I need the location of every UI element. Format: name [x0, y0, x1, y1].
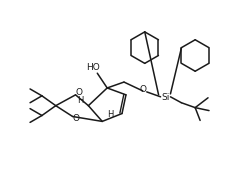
Text: H: H [107, 110, 113, 119]
Text: H: H [77, 96, 84, 105]
Text: HO: HO [86, 63, 100, 72]
Text: O: O [139, 86, 146, 94]
Text: O: O [72, 114, 79, 123]
Text: O: O [75, 88, 82, 97]
Text: Si: Si [161, 93, 170, 102]
